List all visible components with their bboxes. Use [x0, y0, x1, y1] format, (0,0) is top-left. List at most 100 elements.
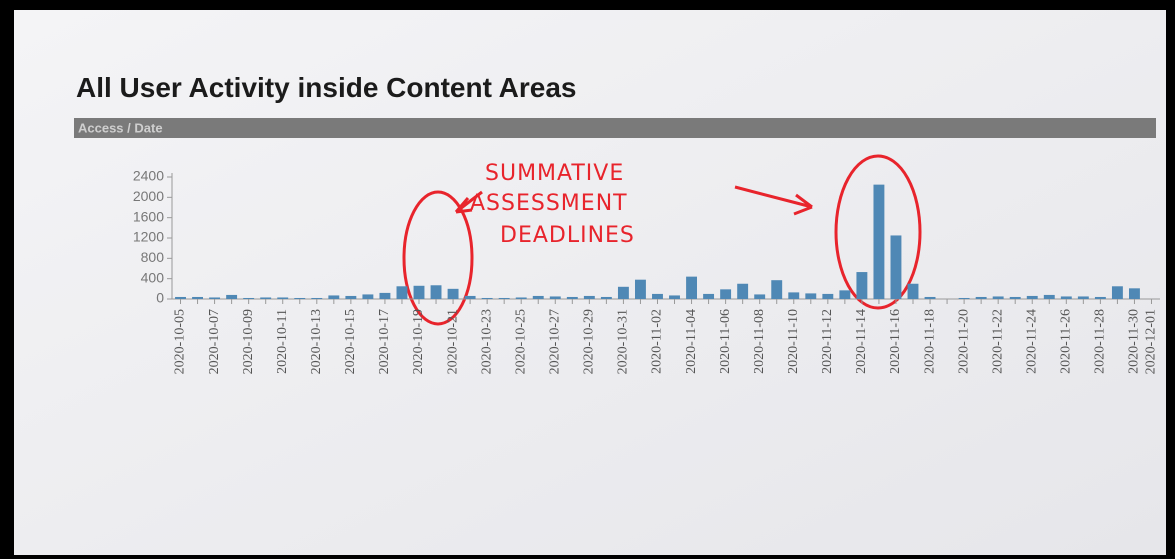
- bar: [686, 277, 697, 299]
- x-tick-label: 2020-12-01: [1144, 309, 1159, 374]
- x-tick-label: 2020-11-14: [854, 309, 869, 374]
- x-tick-label: 2020-11-16: [888, 309, 903, 374]
- x-tick-label: 2020-10-05: [173, 309, 188, 374]
- bar: [618, 287, 629, 299]
- x-tick-label: 2020-10-13: [309, 309, 324, 374]
- bar: [1112, 286, 1123, 299]
- bar: [993, 296, 1004, 299]
- bar: [328, 295, 339, 299]
- x-tick-label: 2020-10-11: [275, 309, 290, 374]
- bar: [635, 280, 646, 299]
- bar: [652, 294, 663, 299]
- bar: [550, 296, 561, 299]
- y-tick-label: 1200: [133, 229, 164, 245]
- bar: [720, 289, 731, 299]
- x-tick-label: 2020-11-30: [1127, 309, 1142, 374]
- header-bar: [74, 118, 1156, 138]
- bar: [1010, 297, 1021, 299]
- bar: [499, 298, 510, 299]
- bar: [771, 280, 782, 299]
- bar: [277, 297, 288, 299]
- bar: [516, 297, 527, 299]
- bar: [243, 298, 254, 299]
- bar: [431, 285, 442, 299]
- x-tick-label: 2020-11-12: [820, 309, 835, 374]
- x-tick-label: 2020-10-19: [411, 309, 426, 374]
- y-tick-label: 0: [156, 290, 164, 306]
- x-tick-label: 2020-11-10: [786, 309, 801, 374]
- x-tick-label: 2020-11-26: [1059, 309, 1074, 374]
- x-tick-label: 2020-10-25: [513, 309, 528, 374]
- bar: [788, 292, 799, 299]
- x-tick-label: 2020-11-06: [718, 309, 733, 374]
- chart-title: All User Activity inside Content Areas: [76, 72, 577, 103]
- bar: [856, 272, 867, 299]
- bar: [1129, 288, 1140, 299]
- bar: [959, 298, 970, 299]
- x-tick-label: 2020-10-31: [616, 309, 631, 374]
- bar: [822, 294, 833, 299]
- x-tick-label: 2020-11-22: [990, 309, 1005, 374]
- x-tick-label: 2020-10-29: [582, 309, 597, 374]
- bar: [584, 296, 595, 299]
- bar: [260, 297, 271, 299]
- bar: [925, 297, 936, 299]
- x-tick-label: 2020-11-20: [956, 309, 971, 374]
- bar: [567, 297, 578, 299]
- x-tick-label: 2020-10-21: [445, 309, 460, 374]
- bar: [175, 297, 186, 299]
- x-tick-label: 2020-11-04: [684, 309, 699, 374]
- y-tick-label: 1600: [133, 208, 164, 224]
- bar: [311, 298, 322, 299]
- bar: [1078, 296, 1089, 299]
- bar: [379, 293, 390, 299]
- bar: [465, 296, 476, 299]
- annotation-text: SUMMATIVE: [485, 161, 624, 186]
- bar: [294, 298, 305, 299]
- x-tick-label: 2020-10-17: [377, 309, 392, 374]
- bar: [1095, 297, 1106, 299]
- x-tick-label: 2020-10-09: [241, 309, 256, 374]
- bar: [805, 293, 816, 299]
- subtitle: Access / Date: [78, 120, 163, 135]
- bar: [669, 295, 680, 299]
- bar: [839, 290, 850, 299]
- bar: [754, 294, 765, 299]
- x-tick-label: 2020-11-28: [1093, 309, 1108, 374]
- bar: [1027, 296, 1038, 299]
- annotation-text: ASSESSMENT: [470, 191, 628, 216]
- bar: [448, 289, 459, 299]
- x-tick-label: 2020-11-08: [752, 309, 767, 374]
- bar: [482, 298, 493, 299]
- bar: [345, 296, 356, 299]
- bar: [703, 294, 714, 299]
- bar: [737, 284, 748, 299]
- bar: [397, 286, 408, 299]
- bar: [891, 235, 902, 299]
- y-tick-label: 2000: [133, 188, 164, 204]
- bar: [908, 284, 919, 299]
- x-tick-label: 2020-11-24: [1024, 309, 1039, 374]
- y-tick-label: 2400: [133, 168, 164, 184]
- bar: [209, 297, 220, 299]
- bar: [226, 295, 237, 299]
- bar: [192, 297, 203, 299]
- bar: [533, 296, 544, 299]
- y-tick-label: 800: [141, 249, 165, 265]
- bar: [976, 297, 987, 299]
- bar: [362, 294, 373, 299]
- x-tick-label: 2020-11-18: [922, 309, 937, 374]
- annotation-text: DEADLINES: [500, 223, 635, 248]
- bar: [414, 286, 425, 299]
- x-tick-label: 2020-10-15: [343, 309, 358, 374]
- bar: [1061, 296, 1072, 299]
- x-tick-label: 2020-10-23: [479, 309, 494, 374]
- x-tick-label: 2020-10-27: [547, 309, 562, 374]
- bar: [873, 185, 884, 299]
- y-tick-label: 400: [141, 269, 165, 285]
- x-tick-label: 2020-10-07: [207, 309, 222, 374]
- chart: All User Activity inside Content Areas A…: [0, 0, 1175, 559]
- bar: [601, 297, 612, 299]
- x-tick-label: 2020-11-02: [650, 309, 665, 374]
- bar: [1044, 295, 1055, 299]
